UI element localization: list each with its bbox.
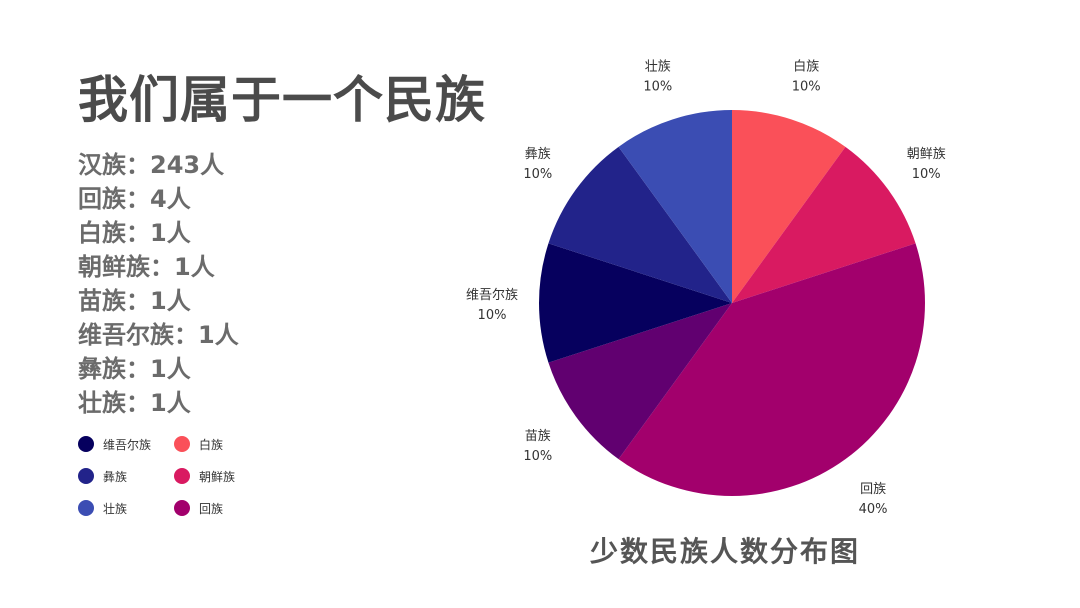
slice-name-label: 白族 xyxy=(793,59,819,75)
legend-swatch xyxy=(78,500,94,516)
pie-slice-5 xyxy=(548,146,732,303)
stat-item: 彝族：1人 xyxy=(78,355,191,383)
legend-label: 白族 xyxy=(199,437,224,452)
legend-label: 彝族 xyxy=(103,469,128,484)
slice-value-label: 10% xyxy=(792,80,821,95)
legend-label: 朝鲜族 xyxy=(199,469,236,484)
legend-item: 朝鲜族 xyxy=(174,468,254,484)
slice-name-label: 壮族 xyxy=(645,59,671,75)
legend-swatch xyxy=(174,468,190,484)
population-stats-list: 汉族：243人 回族：4人 白族：1人 朝鲜族：1人 苗族：1人 维吾尔族：1人… xyxy=(78,148,239,420)
stat-item: 苗族：1人 xyxy=(78,287,191,315)
pie-slice-3 xyxy=(548,303,732,460)
slice-name-label: 维吾尔族 xyxy=(466,287,518,303)
legend-label: 回族 xyxy=(199,501,224,516)
legend-item: 彝族 xyxy=(78,468,174,484)
slice-name-label: 苗族 xyxy=(525,428,551,444)
chart-legend: 维吾尔族 白族 彝族 朝鲜族 壮族 回族 xyxy=(78,436,254,516)
pie-slice-4 xyxy=(539,243,732,363)
legend-item: 白族 xyxy=(174,436,254,452)
slice-value-label: 10% xyxy=(912,167,941,182)
pie-slice-6 xyxy=(618,110,732,303)
stat-item: 汉族：243人 xyxy=(78,151,225,179)
stat-item: 回族：4人 xyxy=(78,185,191,213)
slice-name-label: 朝鲜族 xyxy=(907,146,946,162)
pie-slice-0 xyxy=(732,110,846,303)
legend-swatch xyxy=(174,436,190,452)
legend-swatch xyxy=(174,500,190,516)
legend-item: 回族 xyxy=(174,500,254,516)
stat-item: 壮族：1人 xyxy=(78,389,191,417)
stat-item: 朝鲜族：1人 xyxy=(78,253,215,281)
page-title: 我们属于一个民族 xyxy=(78,71,486,129)
chart-title: 少数民族人数分布图 xyxy=(590,535,861,568)
pie-slice-1 xyxy=(732,146,916,303)
legend-item: 维吾尔族 xyxy=(78,436,174,452)
slice-name-label: 回族 xyxy=(860,481,886,497)
slice-value-label: 40% xyxy=(859,502,888,517)
legend-label: 壮族 xyxy=(103,501,128,516)
stat-item: 维吾尔族：1人 xyxy=(78,321,239,349)
slice-value-label: 10% xyxy=(478,308,507,323)
legend-label: 维吾尔族 xyxy=(103,437,152,452)
stat-item: 白族：1人 xyxy=(78,219,191,247)
legend-swatch xyxy=(78,436,94,452)
legend-item: 壮族 xyxy=(78,500,174,516)
pie-slice-2 xyxy=(618,243,925,496)
slice-value-label: 10% xyxy=(523,167,552,182)
slice-value-label: 10% xyxy=(523,449,552,464)
slice-value-label: 10% xyxy=(643,80,672,95)
legend-swatch xyxy=(78,468,94,484)
slice-name-label: 彝族 xyxy=(525,146,551,162)
